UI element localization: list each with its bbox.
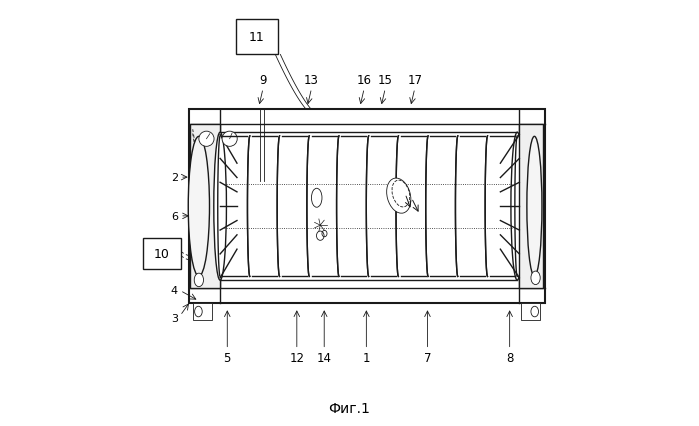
Text: 6: 6 xyxy=(171,211,178,222)
Bar xyxy=(519,125,542,289)
Text: 9: 9 xyxy=(259,74,267,87)
Ellipse shape xyxy=(527,137,542,276)
Text: 2: 2 xyxy=(171,173,178,183)
Text: Фиг.1: Фиг.1 xyxy=(329,401,370,415)
Text: 5: 5 xyxy=(224,351,231,365)
Circle shape xyxy=(199,132,214,147)
Text: 13: 13 xyxy=(304,74,319,87)
Bar xyxy=(189,125,220,289)
Text: 1: 1 xyxy=(363,351,370,365)
Bar xyxy=(143,238,181,270)
Text: 11: 11 xyxy=(249,31,265,44)
Bar xyxy=(193,303,212,320)
Text: 15: 15 xyxy=(378,74,393,87)
Text: 14: 14 xyxy=(317,351,332,365)
Text: 12: 12 xyxy=(289,351,304,365)
Ellipse shape xyxy=(511,133,524,280)
Text: 8: 8 xyxy=(506,351,513,365)
Text: 17: 17 xyxy=(408,74,422,87)
Ellipse shape xyxy=(214,133,226,280)
Text: 3: 3 xyxy=(171,313,178,323)
Ellipse shape xyxy=(194,307,202,317)
Text: 10: 10 xyxy=(154,248,170,260)
Ellipse shape xyxy=(531,271,540,285)
Bar xyxy=(521,303,540,320)
Text: 4: 4 xyxy=(171,286,178,296)
Ellipse shape xyxy=(188,137,210,276)
Ellipse shape xyxy=(194,273,203,287)
Circle shape xyxy=(222,132,237,147)
Ellipse shape xyxy=(531,307,538,317)
Bar xyxy=(189,110,545,303)
Text: 7: 7 xyxy=(424,351,431,365)
Bar xyxy=(236,20,278,55)
Text: 16: 16 xyxy=(356,74,372,87)
Ellipse shape xyxy=(387,178,411,214)
